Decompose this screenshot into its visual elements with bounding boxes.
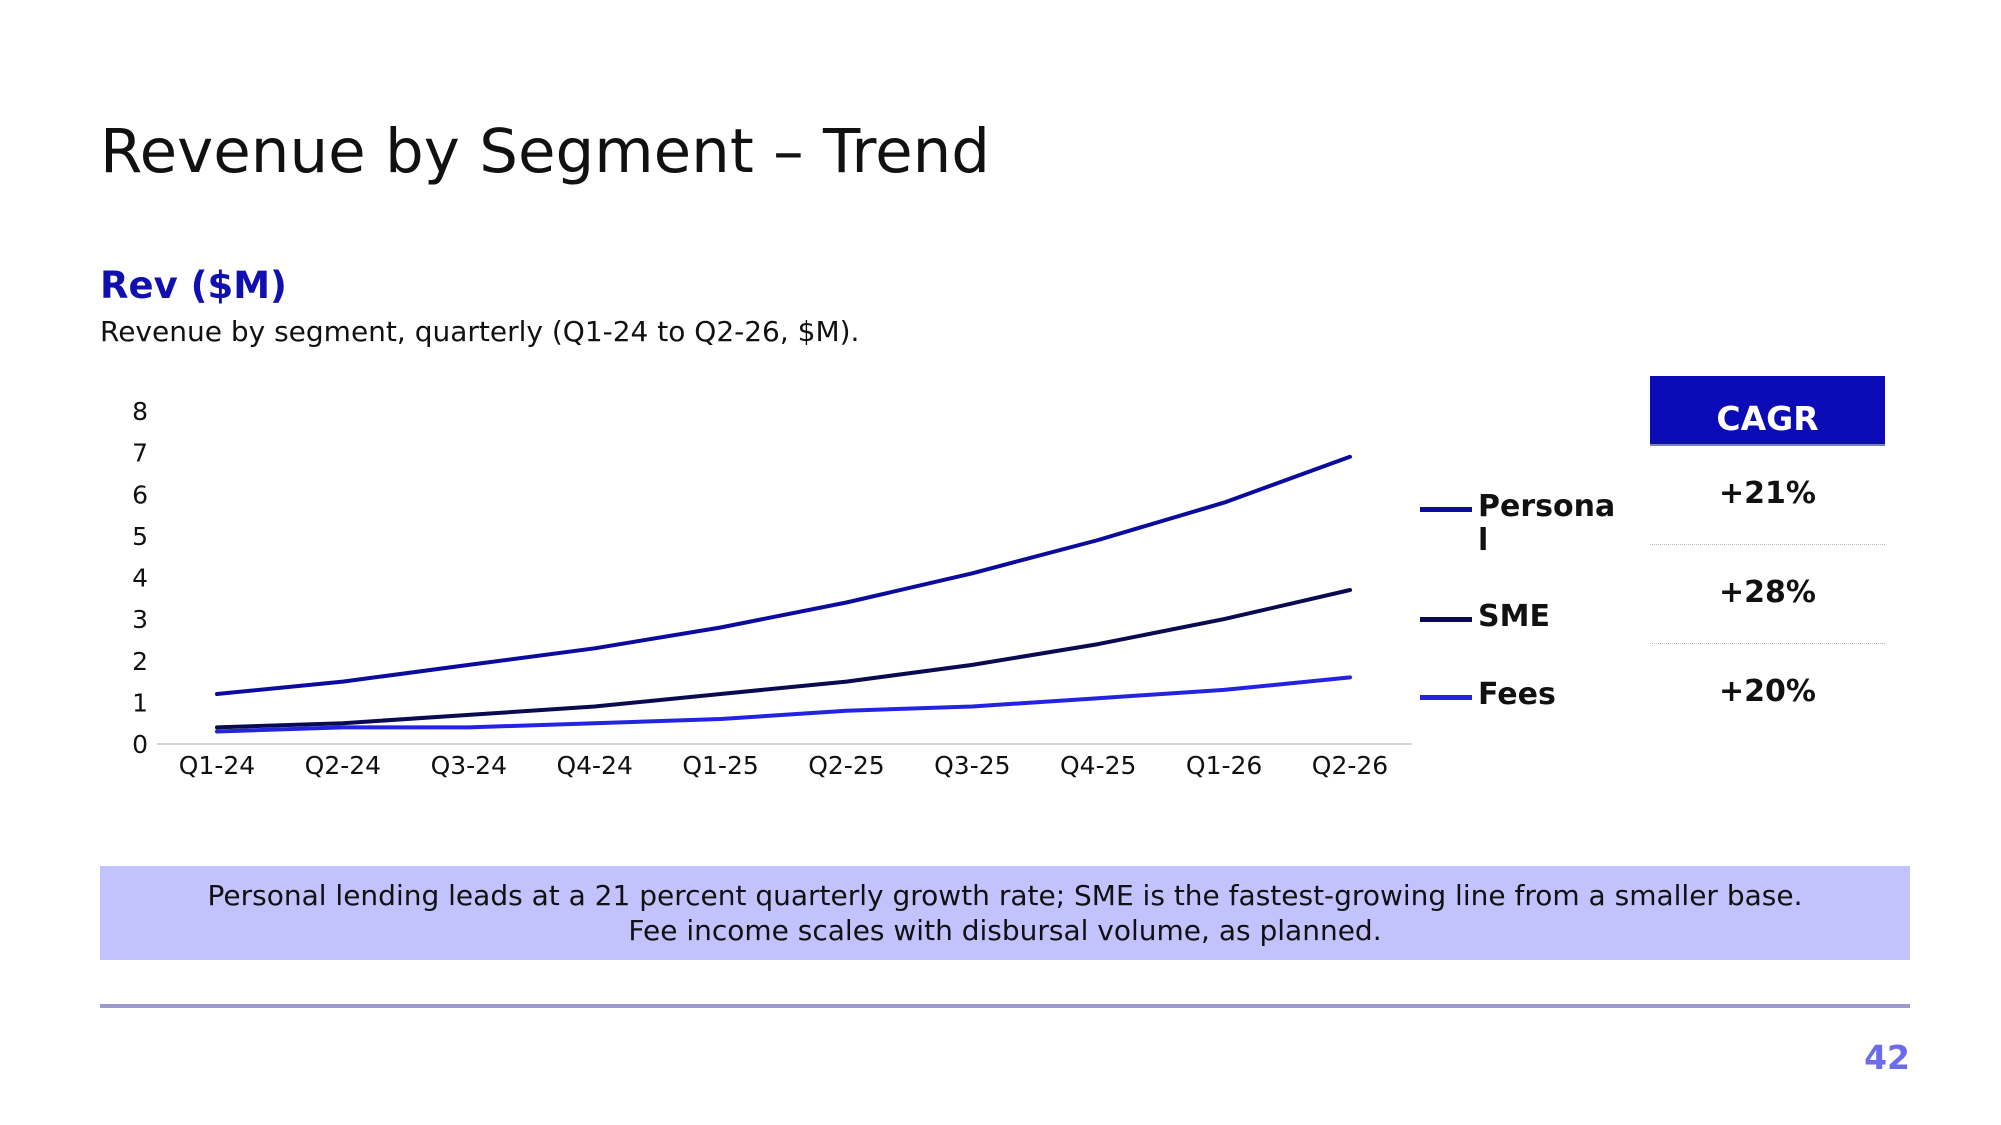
legend-item-personal: Personal xyxy=(1420,490,1640,558)
callout-line-1: Personal lending leads at a 21 percent q… xyxy=(207,879,1803,912)
x-tick-label: Q2-24 xyxy=(305,751,381,780)
legend-label: Fees xyxy=(1478,677,1556,712)
x-tick-label: Q1-26 xyxy=(1186,751,1262,780)
x-tick-label: Q4-24 xyxy=(556,751,632,780)
legend-label: Personal xyxy=(1478,489,1616,558)
series-line-fees xyxy=(215,675,1352,734)
line-chart: 0 1 2 3 4 5 6 7 8 Q1-24 Q2-24 Q3-24 Q4-24 Q1-25 Q2-25 Q… xyxy=(132,397,1412,780)
legend-label: SME xyxy=(1478,599,1550,634)
cagr-table: CAGR +21% +28% +20% xyxy=(1650,376,1885,743)
y-tick-label: 7 xyxy=(132,439,148,468)
y-tick-label: 0 xyxy=(132,730,148,759)
cagr-header: CAGR xyxy=(1650,376,1885,446)
y-tick-label: 1 xyxy=(132,688,148,717)
y-tick-label: 6 xyxy=(132,480,148,509)
legend-swatch xyxy=(1420,507,1472,512)
page-number: 42 xyxy=(1864,1038,1910,1077)
chart-subtitle: Revenue by segment, quarterly (Q1-24 to … xyxy=(100,315,860,348)
y-tick-label: 5 xyxy=(132,522,148,551)
slide-title: Revenue by Segment – Trend xyxy=(100,116,990,187)
x-tick-label: Q1-25 xyxy=(682,751,758,780)
y-tick-label: 3 xyxy=(132,605,148,634)
legend-swatch xyxy=(1420,695,1472,700)
x-tick-label: Q4-25 xyxy=(1060,751,1136,780)
series-line-sme xyxy=(215,588,1352,730)
x-tick-label: Q3-25 xyxy=(934,751,1010,780)
x-tick-label: Q1-24 xyxy=(179,751,255,780)
insight-callout: Personal lending leads at a 21 percent q… xyxy=(100,866,1910,960)
legend-swatch xyxy=(1420,617,1472,622)
cagr-value-personal: +21% xyxy=(1650,446,1885,545)
x-tick-label: Q2-25 xyxy=(808,751,884,780)
series-line-personal xyxy=(215,454,1352,696)
y-tick-label: 4 xyxy=(132,564,148,593)
legend-item-sme: SME xyxy=(1420,600,1640,634)
chart-title: Rev ($M) xyxy=(100,264,287,307)
x-tick-label: Q2-26 xyxy=(1312,751,1388,780)
cagr-value-fees: +20% xyxy=(1719,674,1816,709)
y-tick-label: 2 xyxy=(132,647,148,676)
cagr-value-sme: +28% xyxy=(1650,545,1885,644)
footer-divider xyxy=(100,1004,1910,1008)
callout-line-2: Fee income scales with disbursal volume,… xyxy=(628,914,1382,947)
legend-item-fees: Fees xyxy=(1420,678,1640,712)
y-tick-label: 8 xyxy=(132,397,148,426)
x-tick-label: Q3-24 xyxy=(431,751,507,780)
